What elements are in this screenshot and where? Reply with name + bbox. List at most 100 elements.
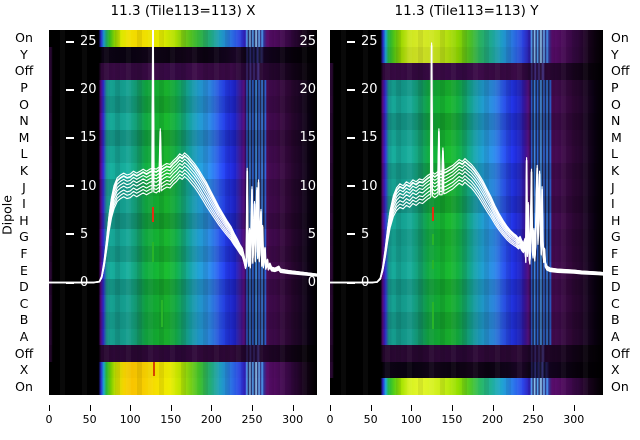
heatmap-row-on-21 [330, 378, 603, 395]
bandpass-line-overlay [49, 30, 317, 284]
dipole-label-left-o-4: O [19, 96, 29, 112]
heatmap-row-k-8 [330, 162, 603, 180]
dipole-label-right-m-6: M [611, 129, 622, 145]
heatmap-row-d-15 [49, 278, 317, 297]
ytick-mark [347, 281, 355, 284]
heatmap-row-h-11 [330, 212, 603, 230]
xtick-mark-0 [330, 405, 331, 411]
xtick-label-200: 200 [200, 413, 222, 426]
dipole-label-left-c-16: C [19, 295, 29, 311]
rfi-marker [431, 302, 434, 330]
dipole-label-right-x-20: X [611, 362, 620, 378]
dipole-label-left-f-13: F [20, 245, 28, 261]
dipole-label-right-c-16: C [611, 295, 620, 311]
ytick-value: 20 [80, 82, 97, 98]
ytick-mark [66, 40, 74, 43]
ytick-label-right-25: 25 [299, 34, 316, 49]
xtick-label-250: 250 [241, 413, 263, 426]
heatmap-row-x-20 [330, 361, 603, 379]
heatmap-row-l-7 [330, 146, 603, 164]
dipole-label-left-p-3: P [20, 80, 28, 96]
dipole-label-left-a-18: A [19, 328, 29, 344]
xtick-label-100: 100 [119, 413, 141, 426]
ytick-label-left-25: 25 [347, 34, 378, 49]
xtick-mark-150 [451, 405, 453, 411]
xtick-mark-200 [211, 405, 213, 411]
ytick-label-left-0: 0 [347, 275, 369, 290]
heatmap-texture-overlay [330, 30, 603, 395]
dipole-label-left-j-9: J [22, 179, 26, 195]
ytick-label-right-20: 20 [299, 82, 316, 98]
heatmap-row-y-1 [49, 46, 317, 64]
dipole-label-left-off-2: Off [14, 63, 34, 79]
heatmap-row-p-3 [49, 79, 317, 97]
dipole-label-right-h-11: H [611, 212, 621, 228]
heatmap-texture-overlay [49, 30, 317, 395]
xtick-label-150: 150 [160, 413, 182, 426]
heatmap-row-b-17 [330, 312, 603, 330]
bandpass-line [49, 30, 317, 284]
heatmap-row-h-11 [49, 212, 317, 230]
heatmap-row-e-14 [330, 262, 603, 280]
xtick-mark-300 [573, 405, 575, 411]
ytick-value: 20 [361, 82, 378, 98]
dipole-label-right-a-18: A [611, 328, 620, 344]
dipole-label-right-o-4: O [611, 96, 621, 112]
ytick-label-left-5: 5 [66, 227, 88, 242]
dipole-label-right-on-0: On [611, 30, 629, 46]
dipole-label-right-g-12: G [611, 229, 621, 245]
heatmap-row-on-21 [49, 378, 317, 395]
dipole-label-right-i-10: I [611, 196, 615, 212]
rfi-marker [161, 300, 164, 328]
dipole-label-left-y-1: Y [20, 46, 28, 62]
dipole-label-left-g-12: G [19, 229, 29, 245]
dipole-label-left-k-8: K [19, 163, 29, 179]
ytick-label-left-10: 10 [66, 179, 97, 194]
rfi-marker [431, 206, 434, 222]
rfi-marker [153, 362, 155, 376]
xtick-mark-150 [170, 405, 172, 411]
xtick-label-0: 0 [45, 413, 53, 426]
xtick-mark-200 [492, 405, 494, 411]
ytick-value: 0 [80, 275, 89, 290]
dipole-label-left-n-5: N [19, 113, 29, 129]
dipole-label-right-on-21: On [611, 378, 629, 394]
heatmap-panel-x: 25 25 20 20 15 15 10 10 5 5 0 0 [49, 30, 317, 395]
xtick-label-50: 50 [363, 413, 378, 426]
dipole-label-right-off-2: Off [611, 63, 630, 79]
heatmap-row-d-15 [330, 278, 603, 297]
dipole-label-right-e-14: E [611, 262, 619, 278]
ytick-label-right-5: 5 [307, 226, 316, 242]
heatmap-row-on-0 [330, 30, 603, 48]
ytick-mark [66, 136, 74, 139]
heatmap-row-off-2 [330, 63, 603, 81]
ytick-label-left-0: 0 [66, 275, 88, 290]
dipole-label-right-n-5: N [611, 113, 621, 129]
ytick-value: 15 [80, 130, 97, 146]
dipole-label-left-m-6: M [18, 129, 30, 145]
heatmap-row-c-16 [330, 295, 603, 313]
rfi-marker [152, 206, 155, 223]
ytick-value: 15 [361, 130, 378, 146]
dipole-label-right-y-1: Y [611, 46, 619, 62]
heatmap-row-p-3 [330, 79, 603, 97]
rfi-marker [431, 259, 434, 270]
heatmap-row-on-0 [49, 30, 317, 48]
heatmap-row-a-18 [49, 328, 317, 346]
dipole-label-left-on-21: On [15, 378, 33, 394]
ytick-label-left-20: 20 [66, 82, 97, 97]
xtick-label-100: 100 [400, 413, 422, 426]
bandpass-line [330, 42, 603, 284]
bandpass-line [330, 66, 603, 284]
xtick-label-200: 200 [482, 413, 503, 426]
bandpass-line [49, 30, 317, 284]
ytick-mark [66, 281, 74, 284]
dipole-label-right-d-15: D [611, 279, 621, 295]
ytick-label-left-10: 10 [347, 179, 378, 194]
heatmap-row-o-4 [330, 96, 603, 114]
xtick-label-150: 150 [441, 413, 463, 426]
bandpass-line [49, 30, 317, 284]
xtick-mark-300 [292, 405, 294, 411]
ytick-mark [66, 88, 74, 91]
xtick-label-50: 50 [82, 413, 97, 426]
